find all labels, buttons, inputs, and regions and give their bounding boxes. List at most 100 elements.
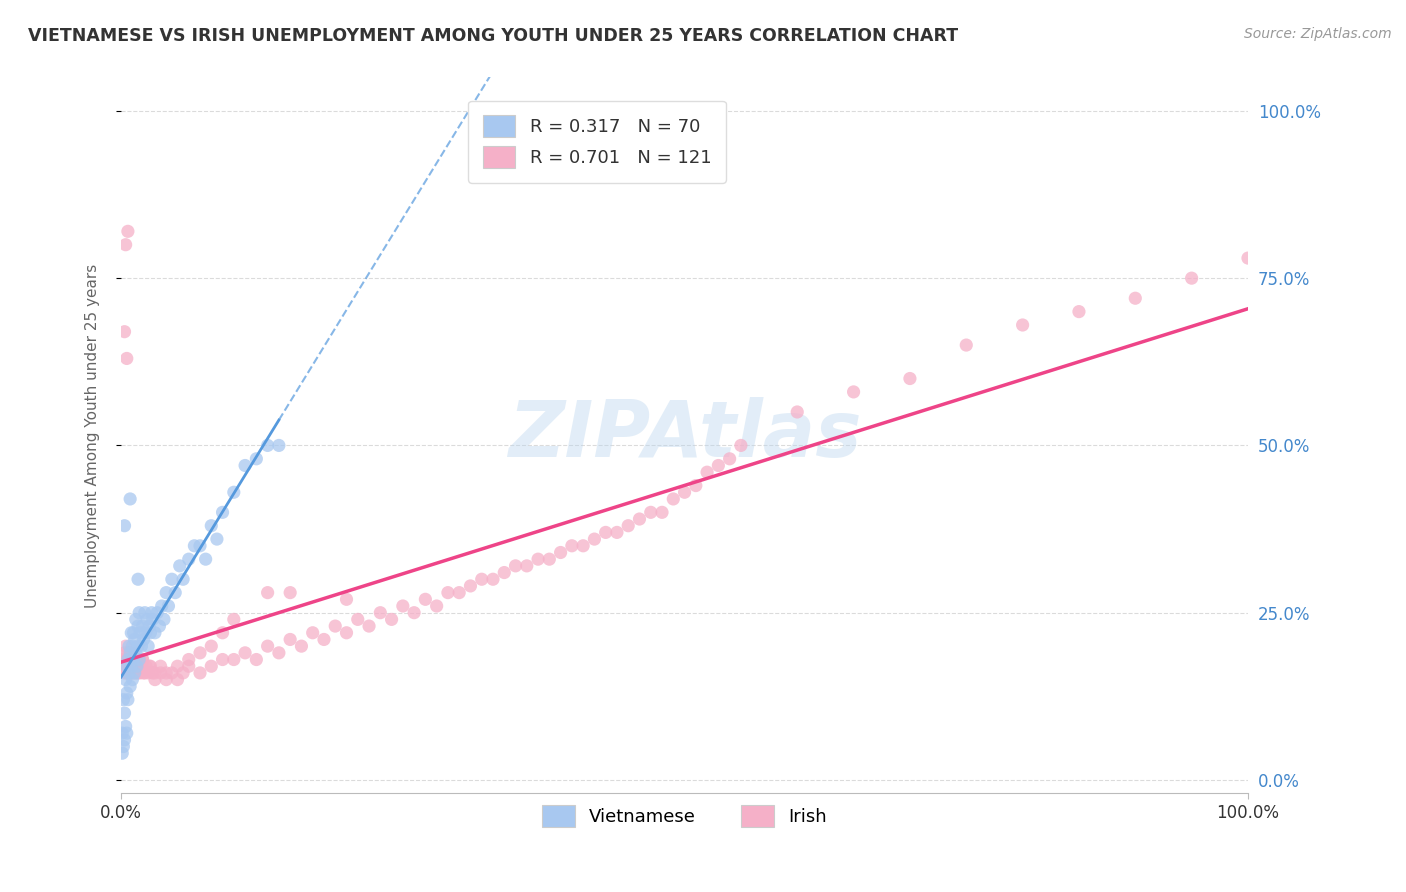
Point	[149, 665, 172, 680]
Point	[267, 438, 290, 452]
Point	[115, 726, 138, 740]
Point	[233, 458, 256, 473]
Point	[685, 478, 707, 492]
Point	[125, 652, 148, 666]
Point	[166, 673, 188, 687]
Point	[117, 224, 139, 238]
Point	[1237, 251, 1260, 265]
Text: ZIPAtlas: ZIPAtlas	[508, 398, 862, 474]
Point	[122, 652, 145, 666]
Point	[183, 539, 205, 553]
Point	[449, 585, 471, 599]
Point	[117, 646, 139, 660]
Point	[118, 639, 141, 653]
Point	[233, 646, 256, 660]
Point	[124, 659, 146, 673]
Point	[114, 673, 136, 687]
Point	[267, 646, 290, 660]
Point	[131, 639, 153, 653]
Point	[786, 405, 808, 419]
Point	[177, 652, 200, 666]
Point	[172, 665, 194, 680]
Point	[120, 665, 142, 680]
Point	[278, 632, 301, 647]
Point	[200, 639, 222, 653]
Point	[1067, 304, 1090, 318]
Point	[115, 686, 138, 700]
Point	[205, 532, 228, 546]
Point	[177, 659, 200, 673]
Point	[143, 673, 166, 687]
Point	[662, 491, 685, 506]
Point	[166, 659, 188, 673]
Point	[153, 612, 176, 626]
Point	[114, 639, 136, 653]
Point	[111, 746, 134, 760]
Point	[128, 606, 150, 620]
Point	[368, 606, 391, 620]
Point	[730, 438, 752, 452]
Point	[115, 659, 138, 673]
Point	[200, 659, 222, 673]
Point	[335, 592, 357, 607]
Y-axis label: Unemployment Among Youth under 25 years: Unemployment Among Youth under 25 years	[86, 263, 100, 607]
Point	[136, 639, 159, 653]
Point	[120, 646, 142, 660]
Point	[211, 652, 233, 666]
Point	[139, 659, 162, 673]
Point	[323, 619, 346, 633]
Point	[572, 539, 595, 553]
Point	[117, 659, 139, 673]
Point	[346, 612, 368, 626]
Point	[194, 552, 217, 566]
Point	[114, 706, 136, 720]
Point	[125, 652, 148, 666]
Point	[955, 338, 977, 352]
Point	[115, 665, 138, 680]
Point	[392, 599, 415, 613]
Point	[1181, 271, 1204, 285]
Point	[114, 732, 136, 747]
Point	[160, 572, 183, 586]
Point	[129, 625, 152, 640]
Point	[256, 639, 278, 653]
Point	[138, 659, 160, 673]
Point	[120, 625, 142, 640]
Point	[898, 371, 921, 385]
Point	[114, 518, 136, 533]
Point	[155, 665, 177, 680]
Point	[134, 665, 156, 680]
Point	[157, 599, 180, 613]
Point	[131, 659, 153, 673]
Point	[128, 652, 150, 666]
Point	[165, 585, 187, 599]
Point	[115, 652, 138, 666]
Point	[129, 665, 152, 680]
Point	[132, 632, 155, 647]
Point	[120, 659, 142, 673]
Point	[112, 739, 135, 754]
Point	[111, 726, 134, 740]
Point	[245, 652, 267, 666]
Point	[222, 652, 245, 666]
Point	[494, 566, 516, 580]
Point	[290, 639, 312, 653]
Point	[132, 665, 155, 680]
Point	[1011, 318, 1033, 332]
Point	[550, 545, 572, 559]
Point	[482, 572, 505, 586]
Point	[120, 665, 142, 680]
Point	[136, 665, 159, 680]
Point	[471, 572, 494, 586]
Point	[143, 625, 166, 640]
Point	[651, 505, 673, 519]
Point	[707, 458, 730, 473]
Point	[129, 659, 152, 673]
Point	[131, 652, 153, 666]
Point	[155, 673, 177, 687]
Point	[125, 646, 148, 660]
Point	[222, 612, 245, 626]
Point	[415, 592, 437, 607]
Point	[121, 646, 143, 660]
Point	[121, 639, 143, 653]
